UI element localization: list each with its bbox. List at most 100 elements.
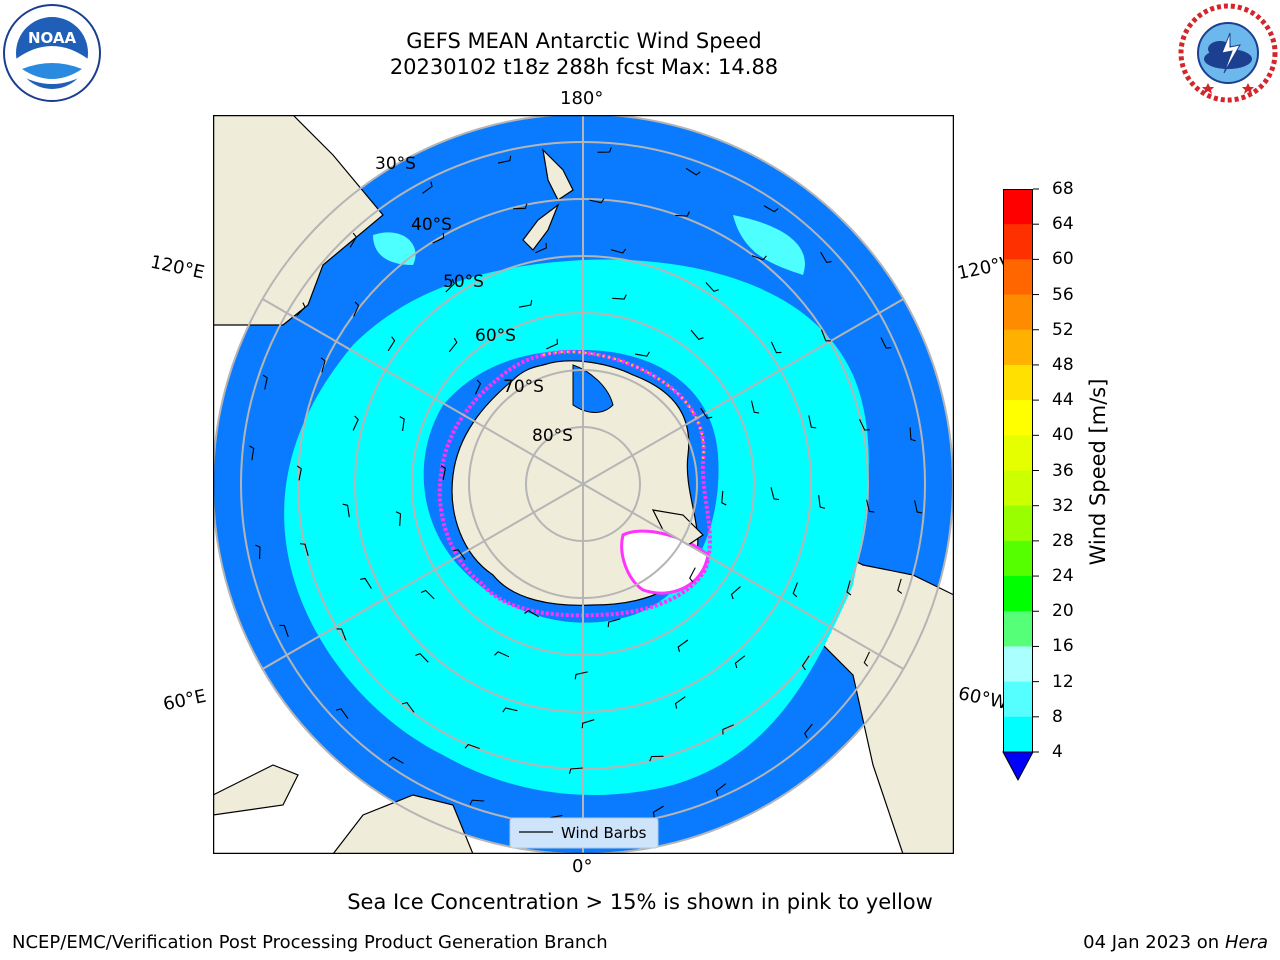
colorbar-segment <box>1003 294 1033 331</box>
wind-barb <box>432 232 445 244</box>
polar-wind-map: 30°S 40°S 50°S 60°S 70°S 80°S Wind Barbs <box>213 115 954 854</box>
wind-barb <box>387 336 396 352</box>
sea-ice-edge <box>437 349 712 618</box>
colorbar-title: Wind Speed [m/s] <box>1086 378 1110 566</box>
wind-barb <box>770 341 782 354</box>
wind-barb <box>792 582 799 598</box>
colorbar-segment <box>1003 364 1033 401</box>
colorbar-tick-label: 24 <box>1052 566 1074 587</box>
wind-barb <box>388 756 404 764</box>
colorbar-tick-label: 8 <box>1052 706 1063 727</box>
lon-label-180: 180° <box>560 88 604 109</box>
meridian-line <box>582 223 953 485</box>
colorbar-tick-label: 4 <box>1052 742 1063 762</box>
wind-barb <box>440 465 447 481</box>
wind-barb <box>770 487 780 501</box>
wind-barb <box>597 147 612 153</box>
machine-label: Hera <box>1224 932 1268 953</box>
wind-barb <box>880 337 892 349</box>
colorbar-tick-label: 16 <box>1052 636 1074 657</box>
wind-barb <box>635 351 650 357</box>
wind-barb <box>914 500 923 514</box>
wind-barb <box>750 400 760 414</box>
wind-barb <box>897 578 903 594</box>
colorbar-tick-label: 40 <box>1052 425 1074 446</box>
wind-barb <box>818 495 826 509</box>
wind-barb <box>607 618 621 628</box>
credit-text: NCEP/EMC/Verification Post Processing Pr… <box>12 932 608 953</box>
meridian-line <box>213 223 584 485</box>
wind-barb <box>804 723 813 739</box>
wind-barb <box>401 701 415 713</box>
noaa-logo-text: NOAA <box>28 29 77 47</box>
chart-subtitle: 20230102 t18z 288h fcst Max: 14.88 <box>389 55 779 79</box>
date-label: 04 Jan 2023 on <box>1083 932 1220 953</box>
wind-barb <box>685 167 701 176</box>
wind-barb <box>415 652 429 663</box>
wind-barb <box>581 719 595 729</box>
sea-ice-note: Sea Ice Concentration > 15% is shown in … <box>347 890 933 914</box>
colorbar-segment <box>1003 259 1033 296</box>
colorbar-tick-label: 28 <box>1052 530 1074 551</box>
colorbar-segment <box>1003 224 1033 260</box>
wind-barb <box>497 155 512 164</box>
wind-barb <box>675 211 690 217</box>
colorbar-tick-label: 44 <box>1052 390 1074 411</box>
wind-barb <box>262 374 268 390</box>
colorbar-tick-label: 36 <box>1052 460 1074 481</box>
lat-label-60s: 60°S <box>475 326 516 346</box>
wind-barb <box>422 181 433 194</box>
wind-barb <box>734 655 746 669</box>
colorbar-segment <box>1003 505 1033 542</box>
wind-barb <box>546 338 558 350</box>
wind-barb <box>863 651 870 667</box>
colorbar-tick-label: 52 <box>1052 319 1074 340</box>
wind-barb <box>494 651 510 658</box>
wind-barb <box>420 589 435 600</box>
wind-barb <box>399 416 405 431</box>
antarctic-peninsula <box>651 509 704 546</box>
lat-label-80s: 80°S <box>532 426 573 446</box>
wind-barb <box>255 544 261 560</box>
wind-barb <box>342 503 350 518</box>
wind-barb <box>349 232 357 248</box>
colorbar-segment <box>1003 646 1033 683</box>
wind-barb <box>674 696 686 709</box>
new-zealand-land <box>522 148 574 251</box>
wind-barb <box>453 549 466 560</box>
lon-label-60w: 60°W <box>956 683 1010 714</box>
wind-barb <box>763 205 779 213</box>
wind-speed-colorbar <box>1002 188 1039 782</box>
wind-barb <box>612 294 627 300</box>
colorbar-segment <box>1003 329 1033 366</box>
colorbar-extend-arrow <box>1002 751 1034 782</box>
wind-barb <box>296 465 302 481</box>
wind-barb <box>722 724 735 735</box>
wind-barb <box>299 543 309 556</box>
colorbar-segment <box>1003 470 1033 507</box>
wind-barb <box>359 577 372 589</box>
wind-barb <box>296 302 306 317</box>
colorbar-tick-label: 48 <box>1052 354 1074 375</box>
lat-label-40s: 40°S <box>411 215 452 235</box>
wind-barb <box>705 282 719 293</box>
wind-barb <box>820 329 831 342</box>
madagascar-land <box>213 764 299 816</box>
colorbar-segment <box>1003 576 1033 612</box>
lat-label-70s: 70°S <box>503 377 544 397</box>
wind-barb <box>502 707 518 713</box>
wind-barb <box>859 419 870 431</box>
colorbar-segment <box>1003 540 1033 577</box>
wind-barb <box>353 301 360 317</box>
wind-barbs-legend: Wind Barbs <box>509 817 659 849</box>
nws-logo <box>1178 3 1278 103</box>
wind-barb <box>801 655 810 671</box>
wind-barb <box>846 580 852 596</box>
wind-barb <box>730 586 741 600</box>
wind-band-8-12 <box>284 259 869 795</box>
colorbar-segment <box>1003 435 1033 471</box>
wind-barb <box>448 337 458 353</box>
wind-barb <box>469 799 485 805</box>
wind-barb <box>721 490 727 506</box>
lat-label-50s: 50°S <box>443 272 484 292</box>
